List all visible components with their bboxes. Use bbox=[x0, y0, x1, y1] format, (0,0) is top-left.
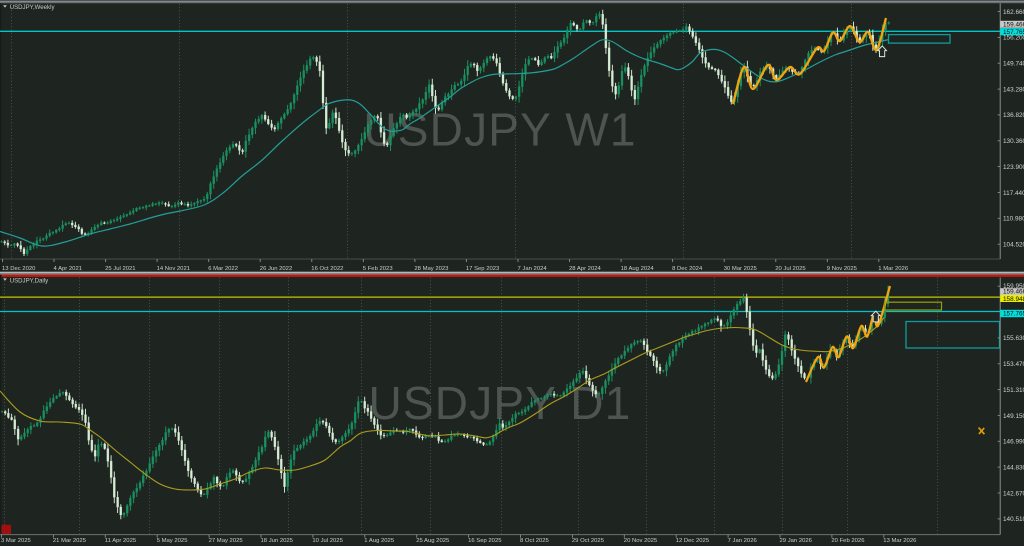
svg-text:149.150: 149.150 bbox=[1003, 413, 1024, 420]
svg-text:146.990: 146.990 bbox=[1003, 439, 1024, 446]
svg-text:26 Jun 2022: 26 Jun 2022 bbox=[260, 266, 292, 272]
svg-text:12 Dec 2025: 12 Dec 2025 bbox=[676, 538, 710, 544]
svg-text:17 Sep 2023: 17 Sep 2023 bbox=[466, 266, 500, 272]
svg-text:5 Feb 2023: 5 Feb 2023 bbox=[363, 266, 394, 272]
svg-text:16 Oct 2022: 16 Oct 2022 bbox=[311, 266, 343, 272]
svg-text:162.660: 162.660 bbox=[1003, 9, 1024, 16]
svg-text:144.830: 144.830 bbox=[1003, 464, 1024, 471]
svg-text:USDJPY,Weekly: USDJPY,Weekly bbox=[10, 4, 56, 11]
svg-text:1 Aug 2025: 1 Aug 2025 bbox=[364, 538, 395, 544]
svg-text:27 May 2025: 27 May 2025 bbox=[209, 538, 244, 544]
svg-text:153.470: 153.470 bbox=[1003, 361, 1024, 368]
svg-text:25 Jul 2021: 25 Jul 2021 bbox=[105, 266, 135, 272]
svg-text:7 Jan 2024: 7 Jan 2024 bbox=[518, 266, 548, 272]
svg-text:142.670: 142.670 bbox=[1003, 490, 1024, 497]
svg-text:20 Feb 2026: 20 Feb 2026 bbox=[831, 538, 865, 544]
svg-text:140.510: 140.510 bbox=[1003, 516, 1024, 523]
svg-text:158.948: 158.948 bbox=[1003, 296, 1024, 303]
svg-text:110.980: 110.980 bbox=[1003, 216, 1024, 223]
svg-text:1 Mar 2026: 1 Mar 2026 bbox=[878, 266, 909, 272]
svg-text:136.820: 136.820 bbox=[1003, 112, 1024, 119]
svg-text:151.310: 151.310 bbox=[1003, 387, 1024, 394]
svg-text:130.360: 130.360 bbox=[1003, 138, 1024, 145]
svg-text:29 Jan 2026: 29 Jan 2026 bbox=[780, 538, 813, 544]
svg-text:25 Aug 2025: 25 Aug 2025 bbox=[416, 538, 450, 544]
svg-text:117.440: 117.440 bbox=[1003, 190, 1024, 197]
svg-text:11 Apr 2025: 11 Apr 2025 bbox=[105, 538, 137, 544]
svg-text:8 Oct 2025: 8 Oct 2025 bbox=[520, 538, 550, 544]
svg-text:4 Apr 2021: 4 Apr 2021 bbox=[54, 266, 83, 272]
svg-text:21 Mar 2025: 21 Mar 2025 bbox=[53, 538, 87, 544]
svg-text:155.630: 155.630 bbox=[1003, 335, 1024, 342]
svg-text:20 Jul 2025: 20 Jul 2025 bbox=[775, 266, 806, 272]
svg-text:157.765: 157.765 bbox=[1003, 29, 1024, 36]
svg-text:20 Nov 2025: 20 Nov 2025 bbox=[624, 538, 658, 544]
svg-text:9 Nov 2025: 9 Nov 2025 bbox=[827, 266, 858, 272]
svg-text:14 Nov 2021: 14 Nov 2021 bbox=[157, 266, 190, 272]
svg-text:6 Mar 2022: 6 Mar 2022 bbox=[208, 266, 238, 272]
svg-text:3 Mar 2025: 3 Mar 2025 bbox=[1, 538, 32, 544]
svg-text:18 Aug 2024: 18 Aug 2024 bbox=[621, 266, 655, 272]
svg-text:159.950: 159.950 bbox=[1003, 283, 1024, 290]
svg-text:13 Dec 2020: 13 Dec 2020 bbox=[2, 266, 36, 272]
svg-text:156.200: 156.200 bbox=[1003, 35, 1024, 42]
svg-text:13 Mar 2026: 13 Mar 2026 bbox=[883, 538, 917, 544]
svg-text:157.765: 157.765 bbox=[1003, 311, 1024, 318]
svg-text:143.280: 143.280 bbox=[1003, 86, 1024, 93]
svg-text:159.466: 159.466 bbox=[1003, 21, 1024, 28]
svg-text:104.520: 104.520 bbox=[1003, 242, 1024, 249]
svg-text:10 Jul 2025: 10 Jul 2025 bbox=[312, 538, 343, 544]
svg-text:29 Oct 2025: 29 Oct 2025 bbox=[572, 538, 605, 544]
svg-text:18 Jun 2025: 18 Jun 2025 bbox=[261, 538, 294, 544]
svg-text:16 Sep 2025: 16 Sep 2025 bbox=[468, 538, 502, 544]
svg-text:28 Apr 2024: 28 Apr 2024 bbox=[569, 266, 601, 272]
svg-text:USDJPY,Daily: USDJPY,Daily bbox=[10, 278, 49, 285]
svg-text:123.900: 123.900 bbox=[1003, 164, 1024, 171]
svg-text:5 May 2025: 5 May 2025 bbox=[157, 538, 189, 544]
svg-text:159.466: 159.466 bbox=[1003, 289, 1024, 296]
svg-text:149.740: 149.740 bbox=[1003, 61, 1024, 68]
svg-text:USDJPY W1: USDJPY W1 bbox=[363, 104, 636, 156]
svg-text:30 Mar 2025: 30 Mar 2025 bbox=[724, 266, 758, 272]
svg-text:7 Jan 2026: 7 Jan 2026 bbox=[728, 538, 758, 544]
svg-text:28 May 2023: 28 May 2023 bbox=[414, 266, 449, 272]
svg-text:8 Dec 2024: 8 Dec 2024 bbox=[672, 266, 703, 272]
